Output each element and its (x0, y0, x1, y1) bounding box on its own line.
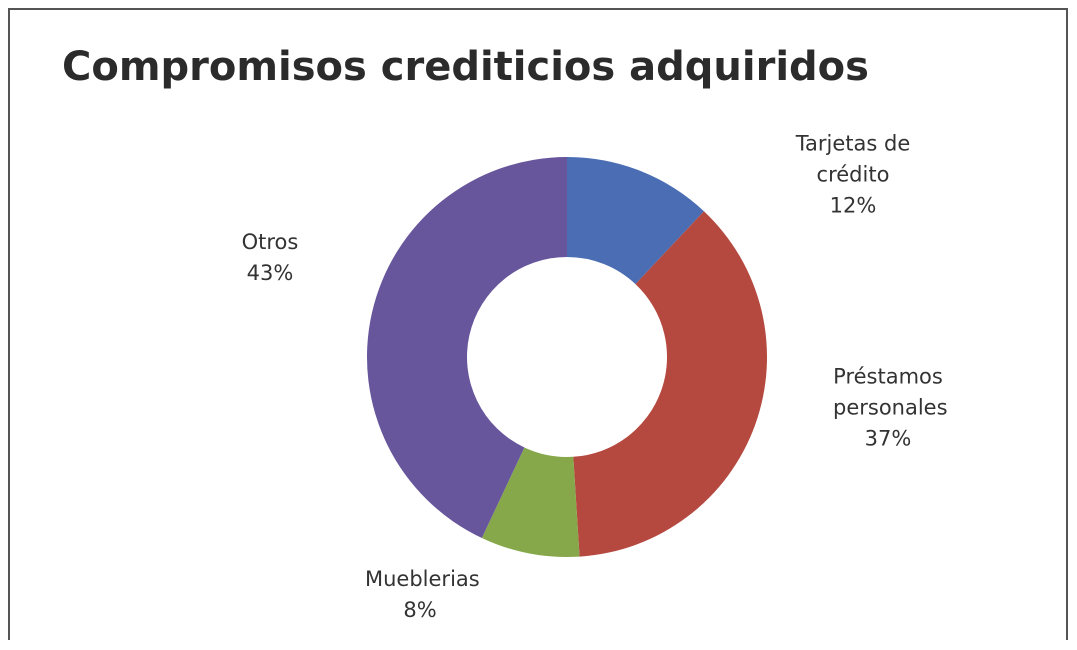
value-label: 37% (864, 426, 912, 451)
category-label: Otros (241, 230, 299, 254)
category-label: Tarjetas de crédito (795, 131, 911, 187)
value-label: 12% (829, 193, 877, 218)
data-label: Préstamos personales 37% (798, 362, 978, 455)
value-label: 43% (246, 261, 294, 285)
donut-segment (567, 157, 704, 285)
data-label: Otros 43% (180, 227, 360, 289)
category-label: Préstamos personales (833, 364, 948, 420)
data-label: Mueblerias 8% (330, 564, 510, 626)
data-label: Tarjetas de crédito 12% (763, 129, 943, 222)
category-label: Mueblerias (365, 567, 480, 591)
chart-frame (8, 8, 1068, 640)
donut-segment (573, 211, 767, 557)
donut-segment (367, 157, 567, 538)
donut-segment (481, 447, 580, 557)
chart-title: Compromisos crediticios adquiridos (62, 44, 869, 90)
value-label: 8% (403, 598, 437, 622)
